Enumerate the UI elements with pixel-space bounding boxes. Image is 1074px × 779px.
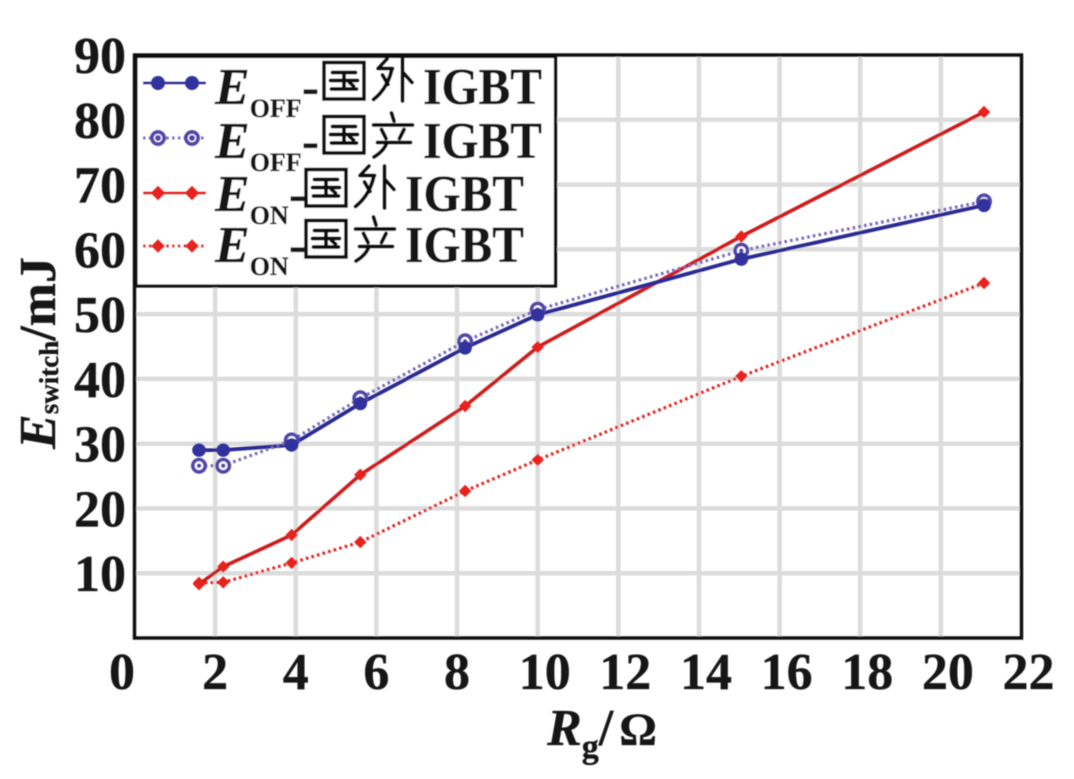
- svg-text:0: 0: [109, 644, 135, 701]
- svg-text:EON-: EON-: [214, 217, 306, 281]
- svg-text:70: 70: [74, 158, 126, 215]
- svg-text:20: 20: [74, 481, 126, 538]
- svg-text:Rg/Ω: Rg/Ω: [546, 700, 657, 766]
- svg-text:14: 14: [680, 644, 732, 701]
- svg-text:30: 30: [74, 417, 126, 474]
- svg-text:20: 20: [922, 644, 974, 701]
- svg-text:4: 4: [283, 644, 309, 701]
- svg-text:10: 10: [74, 546, 126, 603]
- svg-text:2: 2: [202, 644, 228, 701]
- svg-text:80: 80: [74, 93, 126, 150]
- svg-text:IGBT: IGBT: [423, 59, 542, 116]
- svg-text:EON-: EON-: [214, 166, 306, 230]
- svg-text:Eswitch/mJ: Eswitch/mJ: [10, 257, 67, 450]
- svg-text:18: 18: [841, 644, 893, 701]
- svg-text:50: 50: [74, 287, 126, 344]
- svg-text:12: 12: [599, 644, 651, 701]
- svg-text:IGBT: IGBT: [405, 217, 524, 274]
- svg-text:IGBT: IGBT: [423, 113, 542, 170]
- svg-text:22: 22: [1003, 644, 1055, 701]
- svg-text:60: 60: [74, 222, 126, 279]
- svg-text:EOFF-: EOFF-: [214, 113, 319, 177]
- svg-text:16: 16: [761, 644, 813, 701]
- svg-text:EOFF-: EOFF-: [214, 59, 319, 123]
- svg-text:IGBT: IGBT: [405, 166, 524, 223]
- svg-text:8: 8: [444, 644, 470, 701]
- svg-text:90: 90: [74, 28, 126, 85]
- svg-text:10: 10: [519, 644, 571, 701]
- svg-text:40: 40: [74, 352, 126, 409]
- svg-text:6: 6: [363, 644, 389, 701]
